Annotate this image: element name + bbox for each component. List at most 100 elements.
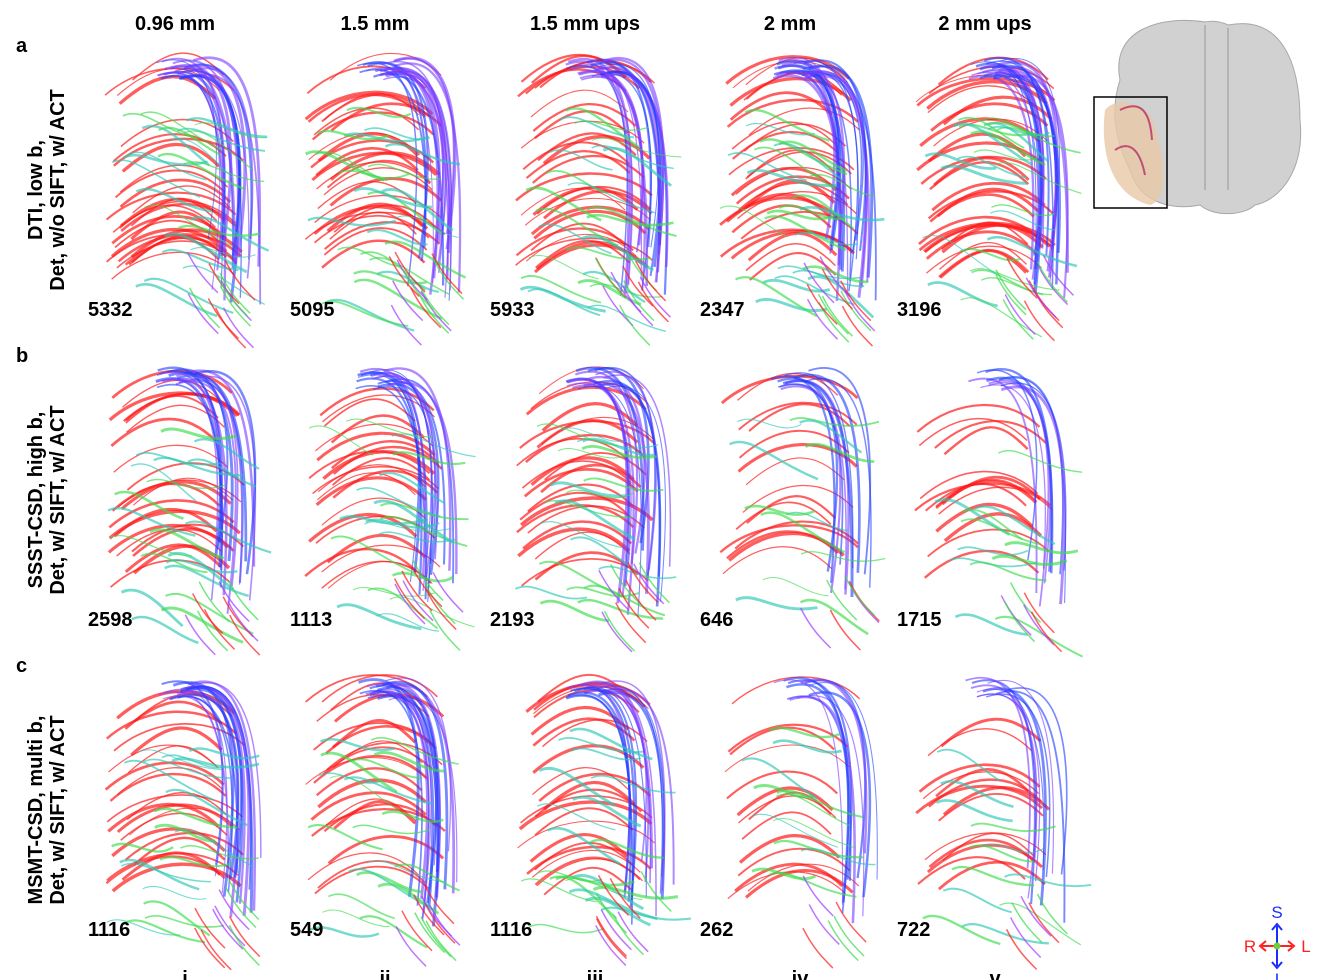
tract-red [928,729,1031,756]
column-numeral: i [182,968,188,980]
streamline-count: 549 [290,919,323,941]
tract-tail [1029,281,1059,321]
tract-green [992,556,1066,564]
row-label: a [16,35,28,57]
tract-green [162,608,243,642]
origin-dot [1274,943,1281,950]
column-numeral: ii [379,968,390,980]
tract-green [308,825,382,849]
tract-red [518,529,629,556]
tract-bundle [306,675,460,966]
tract-green [123,114,197,139]
streamline-count: 722 [897,919,930,941]
tract-green [136,453,220,465]
streamline-count: 1113 [290,609,332,631]
orientation-glyph: S I R L [1244,903,1311,980]
tract-tail [1005,294,1035,334]
tract-green [529,924,603,932]
column-numeral: v [989,968,1001,980]
tract-green [328,894,394,918]
orientation-label: R [1244,937,1256,956]
tract-red [746,458,844,485]
tract-bundle [108,368,271,655]
tract-tail [809,904,839,944]
streamline-count: 5095 [290,299,335,321]
column-numeral: iii [587,968,604,980]
tract-green [540,601,609,621]
tract-tail [830,610,860,650]
tract-bundle [916,678,1091,970]
row-label: b [16,345,28,367]
tract-green [923,916,1000,944]
row-label: c [16,655,27,677]
tract-green [998,451,1082,473]
tractography-panels [105,53,1091,970]
streamline-count: 5933 [490,299,535,321]
column-header: 0.96 mm [135,13,215,35]
column-header: 2 mm [764,13,816,35]
tract-tail [190,288,220,328]
column-numeral: iv [792,968,810,980]
brain-overview [1094,20,1301,213]
tract-bundle [516,55,682,345]
tract-green [730,442,818,479]
tract-tail [1029,903,1059,943]
streamline-count: 262 [700,919,733,941]
streamline-count: 1715 [897,609,942,631]
streamline-count: 1116 [490,919,532,941]
tract-tail [596,925,626,965]
tract-blue [567,379,626,603]
tract-tail [836,902,866,942]
tract-red [523,522,631,549]
streamline-count: 2193 [490,609,535,631]
tract-green [955,615,1027,635]
row-title: SSST-CSD, high b, [25,412,47,589]
tract-tail [201,930,231,970]
tract-red [735,864,842,891]
tract-red [925,551,1039,578]
tract-bundle [720,368,885,650]
tract-green [970,562,1047,580]
tract-red [938,189,1038,216]
tract-bundle [518,675,691,966]
tract-tail [605,611,635,651]
streamline-count: 2347 [700,299,745,321]
streamline-count: 2598 [88,609,133,631]
tract-green [763,577,829,595]
tract-bundle [515,367,676,652]
tract-green [971,824,1056,831]
orientation-label: L [1301,937,1310,956]
tract-tail [195,928,225,968]
column-header: 2 mm ups [938,13,1031,35]
tract-green [943,889,1011,913]
tract-tail [828,921,858,961]
tract-bundle [720,57,884,346]
row-title: Det, w/o SIFT, w/ ACT [47,89,69,290]
tract-green [165,566,249,596]
tract-tail [801,608,831,648]
tract-green [803,267,868,282]
tract-tail [1003,299,1033,339]
column-header: 1.5 mm ups [530,13,640,35]
figure: S I R L 0.96 mmi1.5 mmii1.5 mm upsiii2 m… [0,0,1321,980]
tract-red [317,478,426,505]
tract-green [961,298,1042,337]
tract-tail [411,288,441,328]
streamline-count: 3196 [897,299,942,321]
tract-bundle [725,677,877,968]
tract-green [515,587,587,599]
tract-green [585,898,650,925]
tract-red [918,857,1025,884]
tract-red [523,142,629,169]
row-title: Det, w/ SIFT, w/ ACT [47,405,69,594]
tract-red [123,145,219,172]
tract-green [995,617,1082,657]
tract-green [528,289,600,315]
tract-green [360,916,428,947]
orientation-label: S [1271,903,1282,922]
tract-green [337,605,421,629]
tract-tail [213,909,243,949]
tract-tail [639,563,669,603]
tract-red [731,93,832,120]
tract-red [111,560,230,587]
